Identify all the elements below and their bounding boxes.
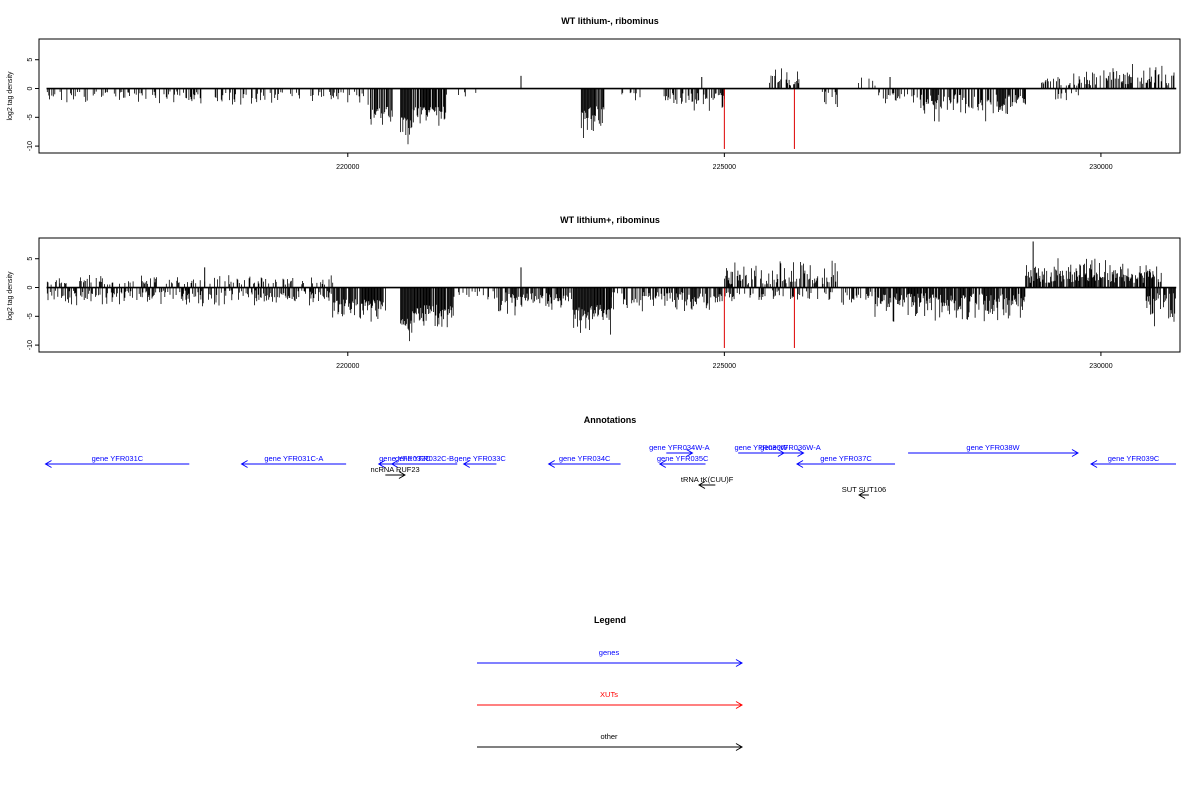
y-tick-label: 5 [27,58,34,62]
feature-label: gene YFR035C [657,454,709,463]
x-tick-label: 220000 [336,164,359,171]
strand-arrow-icon [462,460,470,468]
strand-arrow-icon [44,460,52,468]
strand-arrow-icon [697,481,706,489]
strand-arrow-icon [686,449,694,457]
annotation-feature[interactable]: gene YFR037C [796,454,896,468]
legend-items: genes XUTs other [477,648,743,751]
feature-label: gene YFR031C-A [264,454,323,463]
x-tick-label: 230000 [1089,164,1112,171]
y-tick-label: 5 [27,257,34,261]
legend-item: XUTs [477,690,743,709]
annotation-feature[interactable]: SUT SUT106 [842,485,886,499]
arrow-icon [735,701,743,709]
annotation-feature[interactable]: gene YFR035C [657,454,709,468]
panel-title: WT lithium+, ribominus [560,215,660,225]
track-panel-lithium-minus: WT lithium-, ribominus log2 tag density … [7,16,1181,171]
density-bars [46,241,1177,348]
feature-label: SUT SUT106 [842,485,886,494]
annotation-feature[interactable]: tRNA tK(CUU)F [681,475,734,489]
legend-label: other [600,732,618,741]
feature-label: gene YFR037C [820,454,872,463]
density-bars [46,64,1177,149]
annotation-feature[interactable]: gene YFR032C-B [390,454,458,468]
legend-item: other [477,732,743,751]
strand-arrow-icon [377,460,386,468]
plot-frame [38,38,1181,154]
y-axis-label: log2 tag density [7,71,14,121]
feature-label: gene YFR038W [966,443,1020,452]
annotation-features: gene YFR031C gene YFR031C-A gene YFR032Cge… [44,443,1176,499]
annotation-feature[interactable]: gene YFR034W-A [649,443,710,457]
feature-label: gene YFR033C [454,454,506,463]
annotation-feature[interactable]: gene YFR038W [908,443,1079,457]
strand-arrow-icon [547,460,555,468]
strand-arrow-icon [658,460,667,468]
strand-arrow-icon [398,471,406,479]
y-tick-label: 0 [27,86,34,90]
x-tick-label: 230000 [1089,363,1112,370]
feature-label: gene YFR036W-A [760,443,821,452]
strand-arrow-icon [390,460,399,468]
x-tick-label: 220000 [336,363,359,370]
y-tick-label: -10 [27,141,34,151]
annotation-feature[interactable]: gene YFR031C-A [240,454,347,468]
arrow-icon [735,659,743,667]
plot-frame [38,237,1181,353]
y-tick-label: -5 [27,114,34,120]
track-panel-lithium-plus: WT lithium+, ribominus log2 tag density … [7,215,1181,370]
annotation-feature[interactable]: gene YFR036W-A [760,443,821,457]
panel-title: WT lithium-, ribominus [561,16,659,26]
strand-arrow-icon [796,460,804,468]
strand-arrow-icon [858,491,866,499]
legend-item: genes [477,648,743,667]
annotation-feature[interactable]: gene YFR031C [44,454,190,468]
strand-arrow-icon [240,460,248,468]
feature-label: gene YFR034W-A [649,443,710,452]
legend-label: genes [599,648,620,657]
annotation-feature[interactable]: gene YFR039C [1090,454,1176,468]
annotation-feature[interactable]: gene YFR034C [547,454,621,468]
annotation-feature[interactable]: ncRNA RUF23 [371,465,420,479]
annotations-title: Annotations [584,415,637,425]
annotations-panel: Annotations gene YFR031C gene YFR031C-A ge… [44,415,1176,499]
legend-label: XUTs [600,690,618,699]
feature-label: gene YFR034C [559,454,611,463]
x-tick-label: 225000 [713,164,736,171]
feature-label: ncRNA RUF23 [371,465,420,474]
y-tick-label: -5 [27,313,34,319]
x-tick-label: 225000 [713,363,736,370]
y-axis-label: log2 tag density [7,271,14,321]
axes: -10 -5 0 5 220000 225000 230000 [27,257,1113,370]
strand-arrow-icon [797,449,805,457]
feature-label: tRNA tK(CUU)F [681,475,734,484]
feature-label: gene YFR032C-B [395,454,454,463]
arrow-icon [735,743,743,751]
legend-panel: Legend genes XUTs other [477,615,743,751]
strand-arrow-icon [1071,449,1079,457]
strand-arrow-icon [1090,460,1098,468]
y-tick-label: -10 [27,340,34,350]
y-tick-label: 0 [27,285,34,289]
feature-label: gene YFR036W [734,443,788,452]
legend-title: Legend [594,615,626,625]
annotation-feature[interactable]: gene YFR033C [454,454,506,468]
feature-label: gene YFR031C [92,454,144,463]
feature-label: gene YFR039C [1108,454,1160,463]
feature-label: gene YFR032C [379,454,431,463]
axes: -10 -5 0 5 220000 225000 230000 [27,58,1113,171]
